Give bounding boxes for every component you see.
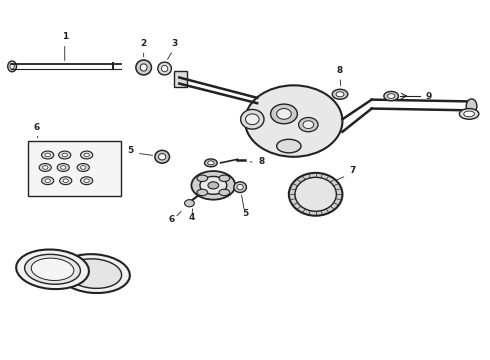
Text: 1: 1 [62, 32, 68, 41]
Ellipse shape [241, 109, 264, 129]
Ellipse shape [45, 179, 50, 183]
Ellipse shape [59, 151, 71, 159]
Ellipse shape [466, 99, 477, 113]
Ellipse shape [39, 163, 51, 171]
Ellipse shape [58, 254, 130, 293]
Ellipse shape [295, 177, 336, 211]
Text: 6: 6 [169, 215, 175, 224]
Ellipse shape [140, 64, 147, 71]
Text: 2: 2 [141, 39, 147, 48]
Ellipse shape [42, 177, 54, 185]
Ellipse shape [60, 177, 72, 185]
Ellipse shape [80, 177, 93, 185]
Ellipse shape [197, 189, 208, 195]
Ellipse shape [277, 109, 291, 119]
Ellipse shape [24, 255, 80, 284]
Ellipse shape [66, 259, 122, 288]
Ellipse shape [208, 161, 214, 165]
Ellipse shape [388, 94, 395, 98]
Ellipse shape [84, 153, 89, 157]
Ellipse shape [237, 184, 244, 190]
Ellipse shape [161, 65, 168, 72]
Text: 8: 8 [337, 66, 343, 75]
Ellipse shape [45, 153, 50, 157]
Ellipse shape [245, 85, 343, 157]
Ellipse shape [245, 114, 259, 125]
Ellipse shape [31, 258, 74, 280]
Ellipse shape [63, 179, 69, 183]
Ellipse shape [208, 182, 219, 189]
Ellipse shape [84, 179, 89, 183]
Ellipse shape [80, 151, 93, 159]
Text: 6: 6 [33, 123, 40, 132]
Text: 7: 7 [349, 166, 355, 175]
Ellipse shape [8, 61, 17, 72]
Text: 8: 8 [259, 157, 265, 166]
Ellipse shape [57, 163, 70, 171]
Ellipse shape [219, 175, 230, 181]
Text: 5: 5 [127, 146, 134, 155]
Bar [28, 141, 121, 196]
Text: 9: 9 [425, 91, 432, 100]
Ellipse shape [303, 121, 314, 129]
Ellipse shape [197, 175, 208, 181]
Ellipse shape [16, 249, 89, 289]
Text: 3: 3 [171, 39, 177, 48]
Ellipse shape [10, 64, 14, 69]
Ellipse shape [200, 176, 227, 194]
Ellipse shape [289, 173, 343, 216]
Ellipse shape [61, 166, 66, 169]
Ellipse shape [270, 104, 297, 124]
Ellipse shape [336, 92, 344, 97]
Circle shape [185, 200, 195, 207]
Ellipse shape [234, 182, 246, 193]
Ellipse shape [42, 151, 54, 159]
Ellipse shape [62, 153, 68, 157]
Ellipse shape [219, 189, 230, 195]
Bar [174, 71, 187, 87]
Ellipse shape [159, 154, 166, 160]
Ellipse shape [298, 117, 318, 132]
Ellipse shape [155, 150, 170, 163]
Ellipse shape [332, 89, 348, 99]
Ellipse shape [136, 60, 151, 75]
Ellipse shape [277, 139, 301, 153]
Ellipse shape [80, 166, 86, 169]
Ellipse shape [158, 62, 172, 75]
Ellipse shape [43, 166, 48, 169]
Text: 5: 5 [242, 209, 248, 218]
Ellipse shape [192, 171, 235, 200]
Ellipse shape [204, 159, 217, 167]
Ellipse shape [77, 163, 89, 171]
Ellipse shape [384, 91, 398, 101]
Ellipse shape [464, 111, 474, 117]
Text: 4: 4 [188, 213, 195, 222]
Ellipse shape [460, 109, 479, 119]
